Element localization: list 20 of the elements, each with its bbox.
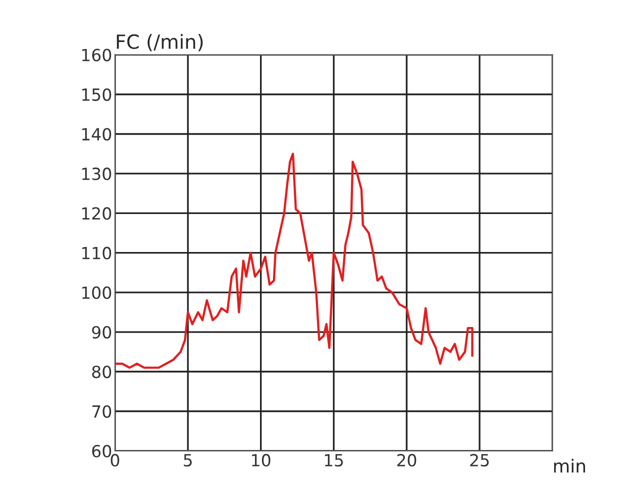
line-series (115, 152, 474, 369)
y-tick-label: 140 (82, 128, 112, 141)
y-tick-label: 130 (82, 168, 112, 180)
y-tick-label: 60 (92, 444, 112, 458)
x-tick-label: 15 (324, 454, 343, 467)
x-tick-label: 25 (470, 454, 489, 467)
x-axis-title: min (554, 458, 586, 472)
y-tick-label: 150 (82, 88, 112, 101)
y-tick-label: 90 (92, 326, 112, 339)
y-tick-label: 120 (82, 207, 112, 220)
x-tick-label: 10 (252, 454, 270, 467)
y-axis-title: FC (/min) (116, 34, 203, 52)
x-tick-label: 0 (110, 454, 120, 467)
y-tick-label: 80 (92, 366, 112, 378)
y-tick-label: 160 (82, 48, 112, 62)
y-tick-label: 110 (82, 246, 112, 260)
x-tick-label: 20 (397, 454, 416, 467)
x-tick-label: 5 (184, 454, 192, 467)
y-tick-label: 100 (82, 286, 112, 299)
y-tick-label: 70 (92, 405, 112, 418)
